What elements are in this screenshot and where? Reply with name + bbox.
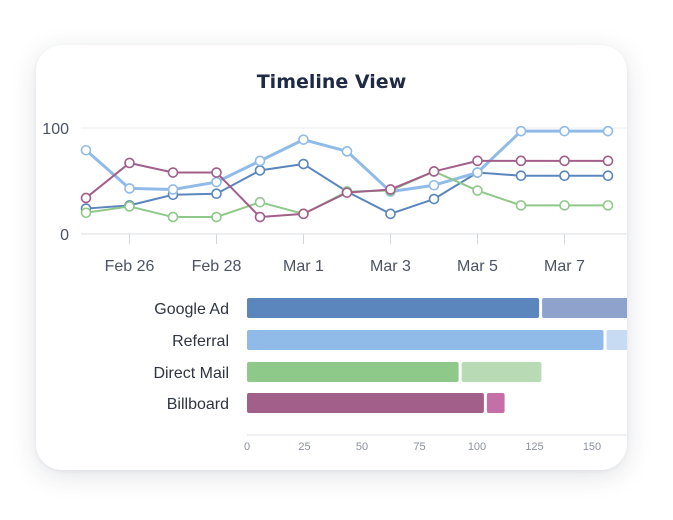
data-point	[211, 188, 222, 200]
line-series-2	[80, 125, 614, 197]
data-point	[80, 192, 92, 204]
x-tick-label: Mar 3	[370, 258, 411, 275]
bar-x-tick-label: 75	[413, 441, 425, 453]
bar-segment	[461, 362, 542, 382]
bar-x-tick-label: 125	[525, 441, 543, 453]
bar-segment	[247, 362, 459, 382]
bar-x-tick-label: 25	[298, 441, 310, 453]
data-point	[559, 200, 570, 211]
data-point	[341, 146, 353, 157]
bar-x-tick-label: 150	[583, 441, 601, 453]
bar-segment	[606, 330, 627, 350]
data-point	[167, 211, 179, 223]
data-point	[254, 196, 266, 208]
bar-segment	[247, 330, 604, 350]
data-point	[385, 208, 396, 220]
data-point	[515, 170, 527, 181]
data-point	[559, 170, 570, 181]
bar-segment	[247, 393, 484, 413]
data-point	[254, 211, 266, 223]
data-point	[472, 155, 483, 167]
data-point	[341, 187, 353, 198]
data-point	[385, 184, 396, 195]
data-point	[602, 155, 614, 167]
bar-category-label: Billboard	[167, 396, 229, 413]
bar-x-tick-label: 50	[356, 441, 368, 453]
bar-x-tick-label: 100	[468, 441, 486, 453]
data-point	[602, 170, 614, 181]
timeline-card: Timeline View 0 100 Feb 26 Feb 28 Mar 1 Mar 3…	[36, 45, 627, 470]
x-tick-label: Mar 7	[544, 258, 585, 275]
bar-category-label: Referral	[172, 333, 229, 350]
bar-segment	[247, 298, 540, 318]
data-point	[472, 185, 483, 196]
data-point	[559, 125, 570, 137]
data-point	[602, 200, 614, 211]
y-tick-label: 100	[42, 121, 69, 138]
data-point	[211, 176, 222, 188]
data-point	[167, 167, 179, 178]
data-point	[254, 165, 266, 176]
data-point	[211, 211, 222, 223]
data-point	[515, 155, 527, 167]
data-point	[124, 183, 135, 194]
data-point	[211, 167, 222, 178]
chart-title: Timeline View	[256, 71, 407, 93]
data-point	[298, 134, 309, 145]
data-point	[428, 179, 440, 191]
x-tick-label: Mar 5	[457, 258, 498, 275]
data-point	[298, 208, 309, 220]
y-tick-label: 0	[60, 227, 69, 244]
data-point	[472, 167, 483, 178]
data-point	[254, 155, 266, 167]
data-point	[124, 201, 135, 212]
bar-segment	[542, 298, 627, 318]
data-point	[80, 207, 92, 219]
x-tick-label: Feb 26	[105, 258, 155, 275]
bar-category-label: Google Ad	[154, 301, 229, 318]
bar-category-label: Direct Mail	[153, 365, 229, 382]
x-tick-label: Mar 1	[283, 258, 324, 275]
data-point	[515, 200, 527, 211]
data-point	[80, 144, 92, 156]
bar-segment	[486, 393, 505, 413]
data-point	[515, 125, 527, 137]
data-point	[298, 158, 309, 170]
bar-x-tick-label: 0	[244, 441, 250, 453]
data-point	[124, 157, 135, 169]
data-point	[428, 166, 440, 177]
data-point	[602, 125, 614, 137]
line-series-4	[80, 155, 614, 223]
data-point	[428, 193, 440, 205]
x-tick-label: Feb 28	[192, 258, 242, 275]
data-point	[559, 155, 570, 167]
data-point	[167, 184, 179, 195]
timeline-chart: 0 100 Feb 26 Feb 28 Mar 1 Mar 3 Mar 5 Mar 7 0 25 5…	[42, 121, 627, 453]
